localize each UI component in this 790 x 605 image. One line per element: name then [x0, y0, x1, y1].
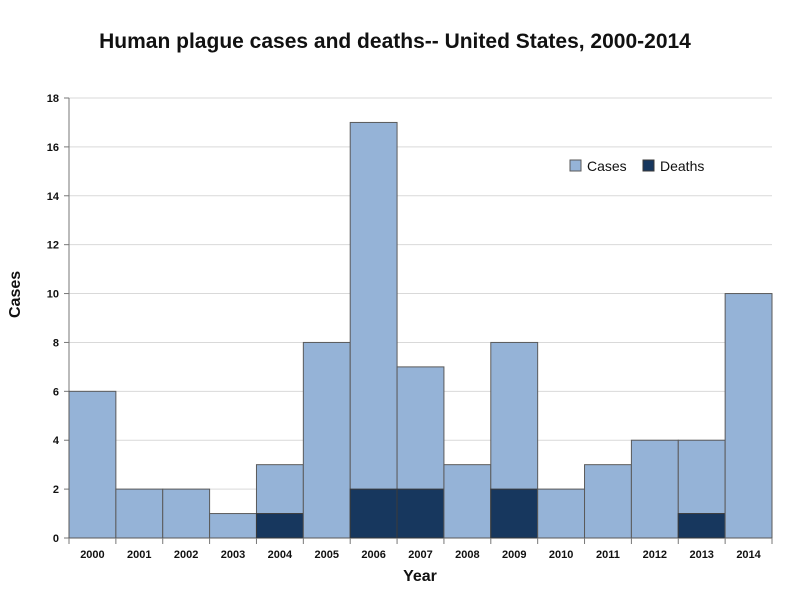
y-tick-label: 18 [47, 93, 59, 105]
y-tick-label: 16 [47, 142, 59, 154]
bar-cases [162, 488, 211, 539]
bar-cases [443, 464, 492, 539]
legend-label-cases: Cases [587, 158, 627, 174]
x-tick-label: 2007 [408, 549, 432, 561]
bar-cases [115, 488, 164, 539]
legend-swatch-deaths [642, 159, 655, 172]
bar-cases [209, 513, 257, 539]
bar-deaths [490, 488, 539, 539]
x-tick-label: 2001 [127, 549, 151, 561]
bar-deaths [396, 488, 445, 539]
y-tick-label: 14 [47, 191, 60, 203]
legend-label-deaths: Deaths [660, 158, 704, 174]
x-tick-label: 2013 [689, 549, 713, 561]
y-tick-label: 2 [53, 484, 59, 496]
x-tick-label: 2014 [736, 549, 761, 561]
bar-cases [302, 341, 351, 539]
x-tick-label: 2000 [80, 549, 104, 561]
x-tick-label: 2002 [174, 549, 198, 561]
y-tick-label: 10 [47, 289, 59, 301]
x-tick-label: 2006 [361, 549, 385, 561]
chart-title: Human plague cases and deaths-- United S… [99, 30, 691, 53]
x-tick-label: 2012 [643, 549, 667, 561]
x-tick-label: 2005 [315, 549, 339, 561]
bar-cases [630, 439, 679, 539]
x-tick-label: 2011 [596, 549, 620, 561]
bar-cases [68, 390, 117, 539]
x-tick-label: 2003 [221, 549, 245, 561]
y-tick-label: 12 [47, 240, 59, 252]
bar-cases [584, 464, 632, 539]
x-axis-label: Year [403, 568, 437, 585]
bar-cases [724, 293, 773, 539]
y-tick-label: 0 [53, 533, 59, 545]
legend-swatch-cases [569, 159, 582, 172]
y-tick-label: 6 [53, 386, 59, 398]
bar-deaths [255, 513, 304, 539]
y-tick-label: 8 [53, 337, 59, 349]
x-tick-label: 2010 [549, 549, 573, 561]
x-tick-label: 2009 [502, 549, 526, 561]
bar-deaths [677, 513, 726, 539]
x-tick-label: 2008 [455, 549, 479, 561]
bar-cases [349, 121, 398, 539]
x-tick-label: 2004 [268, 549, 293, 561]
bar-cases [537, 488, 586, 539]
y-tick-label: 4 [53, 435, 60, 447]
bar-deaths [349, 488, 398, 539]
